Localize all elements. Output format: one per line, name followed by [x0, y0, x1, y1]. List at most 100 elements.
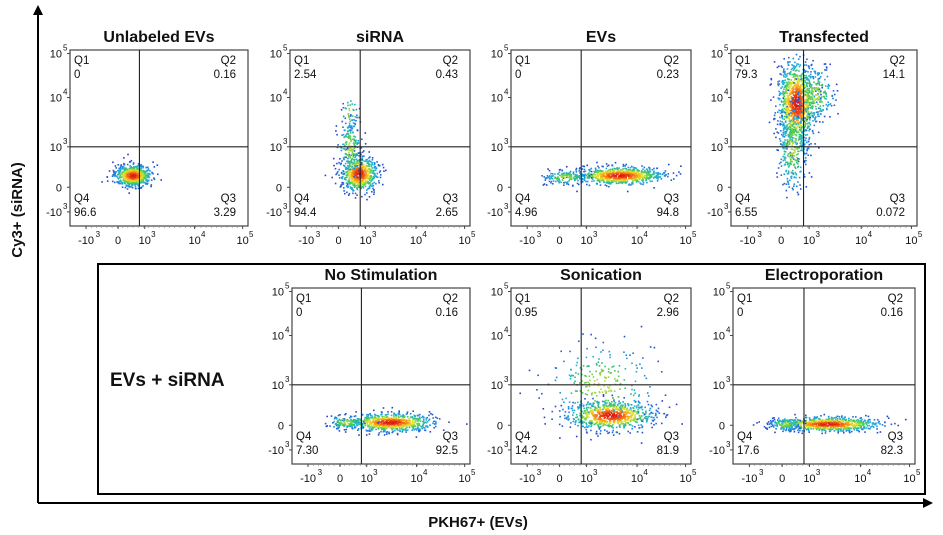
event-dot	[785, 116, 788, 118]
event-dot	[626, 171, 628, 173]
event-dot	[354, 182, 356, 185]
event-dot	[636, 180, 638, 182]
event-dot	[781, 121, 783, 123]
event-dot	[805, 141, 808, 144]
event-dot	[778, 98, 780, 101]
event-dot	[350, 171, 352, 174]
event-dot	[776, 176, 779, 178]
x-tick-exponent: 3	[816, 230, 821, 239]
event-dot	[808, 125, 810, 128]
event-dot	[659, 172, 661, 175]
event-dot	[364, 171, 366, 173]
event-dot	[788, 120, 790, 122]
event-dot	[364, 132, 367, 134]
event-dot	[370, 165, 373, 167]
event-dot	[805, 123, 807, 125]
panel-title: siRNA	[356, 29, 404, 46]
y-tick-exponent: 3	[63, 137, 68, 146]
event-dot	[791, 73, 793, 76]
event-dot	[554, 176, 556, 178]
event-dot	[126, 173, 128, 176]
event-dot	[801, 143, 804, 145]
event-dot	[794, 133, 796, 136]
event-dot	[148, 179, 150, 182]
event-dot	[793, 84, 796, 86]
event-dot	[358, 152, 360, 154]
event-dot	[792, 90, 795, 92]
event-dot	[805, 186, 808, 188]
event-dot	[362, 164, 365, 166]
event-dot	[636, 175, 639, 177]
x-tick-label: 10	[803, 235, 815, 247]
event-dot	[364, 169, 366, 171]
event-dot	[355, 174, 357, 176]
event-dot	[364, 193, 366, 196]
event-dot	[371, 157, 374, 159]
event-dot	[353, 173, 356, 175]
event-dot	[795, 108, 797, 111]
event-dot	[348, 118, 351, 120]
event-dot	[566, 165, 568, 168]
event-dot	[382, 166, 385, 169]
event-dot	[368, 433, 371, 435]
event-dot	[366, 181, 369, 184]
event-dot	[358, 177, 360, 179]
y-tick-label: -10	[487, 207, 503, 219]
event-dot	[803, 173, 805, 176]
event-dot	[799, 97, 802, 99]
event-dot	[563, 172, 565, 175]
event-dot	[572, 171, 575, 173]
plot-frame	[510, 49, 692, 227]
event-dot	[812, 77, 815, 80]
event-dot	[156, 164, 159, 166]
y-tick-label: 10	[270, 142, 282, 154]
event-dot	[639, 173, 641, 175]
event-dot	[344, 117, 347, 120]
event-dot	[817, 103, 819, 106]
event-dot	[350, 114, 352, 116]
event-dot	[433, 427, 435, 429]
event-dot	[356, 187, 358, 190]
event-dot	[782, 105, 785, 107]
event-dot	[362, 182, 364, 184]
event-dot	[434, 416, 437, 419]
event-dot	[806, 101, 808, 104]
event-dot	[790, 97, 793, 100]
event-dot	[804, 119, 807, 122]
event-dot	[136, 167, 138, 169]
event-dot	[364, 183, 367, 185]
event-dot	[618, 179, 621, 182]
event-dot	[146, 183, 149, 185]
event-dot	[564, 174, 567, 177]
quadrant-name-q3: Q3	[221, 193, 236, 205]
event-dot	[628, 183, 631, 185]
event-dot	[130, 167, 132, 169]
event-dot	[570, 178, 573, 180]
event-dot	[355, 162, 357, 164]
event-dot	[628, 184, 630, 186]
event-dot	[782, 128, 785, 130]
event-dot	[790, 175, 793, 178]
event-dot	[805, 64, 808, 66]
event-dot	[810, 154, 812, 157]
event-dot	[786, 173, 789, 175]
event-dot	[358, 181, 361, 184]
event-dot	[405, 429, 407, 432]
event-dot	[656, 175, 658, 177]
event-dot	[336, 146, 339, 149]
event-dot	[806, 112, 808, 114]
x-tick-exponent: 3	[593, 230, 598, 239]
event-dot	[383, 430, 386, 433]
event-dot	[772, 96, 775, 98]
event-dot	[798, 107, 800, 110]
event-dot	[142, 175, 145, 177]
event-dot	[389, 421, 391, 423]
event-dot	[425, 425, 427, 427]
x-tick-label: 10	[410, 235, 422, 247]
event-dot	[354, 156, 356, 159]
event-dot	[787, 133, 789, 136]
event-dot	[785, 98, 787, 100]
x-tick-label: 10	[679, 235, 691, 247]
event-dot	[795, 138, 797, 140]
event-dot	[615, 182, 618, 185]
